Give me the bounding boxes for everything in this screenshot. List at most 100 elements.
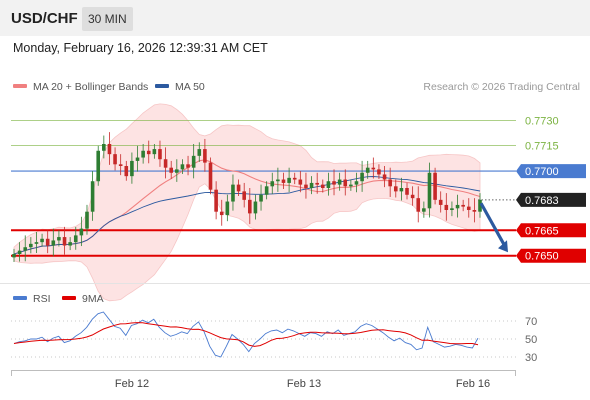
candle-body (40, 238, 44, 243)
candle-body (163, 159, 168, 168)
candle (320, 179, 325, 193)
level-label: 0.7683 (525, 195, 559, 207)
candle-body (472, 210, 477, 212)
ma20-legend-swatch (13, 84, 27, 88)
candle-body (287, 177, 291, 183)
candle-body (141, 150, 145, 158)
level-tag-bg (516, 223, 586, 238)
candle (45, 230, 50, 254)
candle (90, 171, 95, 221)
timeframe-badge[interactable]: 30 MIN (82, 7, 133, 31)
rsi-legend-label: RSI (33, 293, 51, 305)
ma9-legend-label: 9MA (82, 293, 104, 305)
candle-body (191, 155, 196, 168)
forecast-arrow (479, 202, 508, 253)
candle (102, 135, 106, 159)
candle-body (455, 204, 460, 209)
candle (203, 138, 207, 172)
candle (455, 194, 460, 218)
candle (175, 159, 179, 182)
candle-body (219, 211, 224, 216)
candle (382, 166, 387, 188)
candle-body (130, 160, 134, 177)
candle (135, 145, 140, 172)
candle (57, 230, 61, 247)
candle (422, 201, 426, 218)
ma9-legend-swatch (62, 296, 76, 300)
candle-body (343, 179, 348, 187)
level-tag-bg (516, 164, 586, 179)
level-labels: 0.7730 0.7715 0.7700 0.7683 0.7665 0.7650 (516, 115, 586, 263)
candle-body (107, 144, 112, 155)
candle (276, 167, 280, 192)
candle (219, 199, 224, 226)
candle-body (113, 154, 117, 165)
candle (416, 186, 421, 223)
candle (68, 237, 72, 251)
candle-body (197, 149, 202, 156)
candle (450, 201, 454, 217)
candle-body (118, 164, 123, 166)
candle-body (315, 182, 319, 185)
candle (427, 162, 432, 218)
ma9-line (13, 322, 479, 347)
candle-body (231, 184, 235, 202)
candle-body (45, 238, 50, 246)
candle (343, 169, 348, 196)
candle (360, 160, 364, 192)
candle-body (96, 150, 101, 182)
candle-body (180, 164, 185, 170)
candle (163, 147, 168, 179)
candle (248, 188, 252, 225)
candle (118, 154, 123, 176)
candle (393, 179, 398, 198)
candle (141, 144, 145, 164)
candle-body (242, 191, 246, 200)
candle (377, 164, 381, 180)
candle-body (349, 184, 353, 187)
candle (79, 216, 84, 247)
candle-body (422, 208, 426, 212)
forecast-arrow-head (498, 240, 508, 253)
level-tag-bg (516, 248, 586, 263)
level-label: 0.7650 (525, 251, 559, 263)
candle-body (371, 167, 376, 170)
candle-body (399, 188, 404, 192)
candle (51, 228, 56, 257)
candle (315, 172, 319, 194)
bollinger-bands (13, 103, 481, 302)
rsi-tick-label: 30 (525, 352, 537, 364)
candle-body (62, 237, 67, 246)
candle-body (438, 199, 443, 205)
ma50-legend-swatch (155, 84, 169, 88)
candle (169, 160, 174, 179)
candle (326, 172, 331, 196)
candle (399, 177, 404, 201)
candle (225, 194, 230, 222)
candle-body (332, 181, 336, 185)
candle (444, 193, 449, 221)
candle (107, 132, 112, 165)
level-label: 0.7715 (525, 141, 559, 153)
candle (146, 140, 151, 164)
candle (152, 144, 157, 159)
candles (12, 132, 482, 262)
candle-body (337, 179, 342, 185)
candle-body (17, 250, 22, 254)
level-tag-0.7665: 0.7665 (516, 223, 586, 238)
chart-datetime: Monday, February 16, 2026 12:39:31 AM CE… (13, 41, 268, 55)
candle-body (51, 240, 56, 246)
candle (292, 172, 297, 185)
candle-body (461, 204, 465, 207)
candle-body (388, 179, 392, 187)
candle-body (208, 162, 213, 190)
candle (349, 179, 353, 191)
candle-body (68, 242, 72, 246)
candle-body (377, 169, 381, 175)
candle-body (410, 194, 415, 199)
level-tag-0.7715: 0.7715 (525, 141, 559, 153)
candle (208, 157, 213, 195)
candle-body (124, 166, 129, 177)
level-label: 0.7700 (525, 166, 559, 178)
